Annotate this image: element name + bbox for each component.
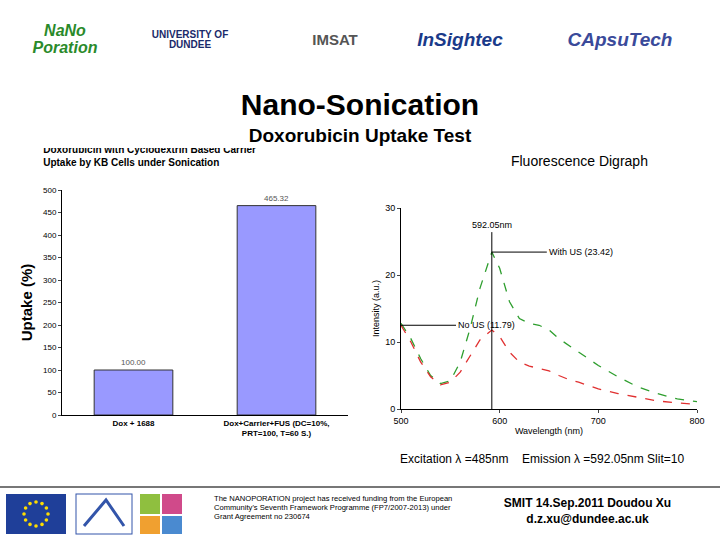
svg-text:Intensity (a.u.): Intensity (a.u.)	[371, 280, 381, 337]
svg-text:30: 30	[385, 203, 395, 213]
svg-text:350: 350	[43, 253, 57, 262]
html-text:NaNo Poration: NaNo Poration	[32, 22, 98, 56]
svg-text:10: 10	[385, 337, 395, 347]
html-text:The NANOPORATION project has r: The NANOPORATION project has received fu…	[214, 494, 453, 522]
svg-text:Uptake (%): Uptake (%)	[18, 264, 35, 342]
html-text:Emission λ =592.05nm Slit=10: Emission λ =592.05nm Slit=10	[522, 452, 685, 466]
svg-text:Dox+Carrier+FUS (DC=10%,PRT=10: Dox+Carrier+FUS (DC=10%,PRT=100, T=60 S.…	[223, 419, 329, 438]
svg-text:600: 600	[492, 416, 507, 426]
html-text:CApsuTech: CApsuTech	[567, 29, 673, 50]
svg-text:No US (11.79): No US (11.79)	[458, 320, 515, 330]
svg-text:20: 20	[385, 270, 395, 280]
svg-text:0: 0	[52, 411, 57, 420]
svg-text:465.32: 465.32	[264, 194, 289, 203]
html-text:Excitation λ =485nm: Excitation λ =485nm	[400, 452, 509, 466]
html-text:d.z.xu@dundee.ac.uk: d.z.xu@dundee.ac.uk	[526, 511, 649, 526]
html-text:UNIVERSITY OF DUNDEE: UNIVERSITY OF DUNDEE	[151, 28, 229, 50]
svg-text:150: 150	[43, 343, 57, 352]
svg-text:Doxorubicin with Cyclodextrin: Doxorubicin with Cyclodextrin Based Carr…	[43, 148, 256, 168]
svg-text:500: 500	[43, 186, 57, 195]
svg-text:700: 700	[591, 416, 606, 426]
svg-text:Wavelength (nm): Wavelength (nm)	[515, 426, 583, 436]
svg-text:0: 0	[390, 404, 395, 414]
svg-text:100: 100	[43, 366, 57, 375]
svg-text:500: 500	[393, 416, 408, 426]
html-text:Nano-Sonication: Nano-Sonication	[240, 88, 480, 121]
svg-text:Fluorescence Digraph: Fluorescence Digraph	[511, 153, 648, 169]
svg-text:300: 300	[43, 276, 57, 285]
svg-text:450: 450	[43, 208, 57, 217]
svg-text:592.05nm: 592.05nm	[472, 220, 512, 230]
svg-text:800: 800	[689, 416, 704, 426]
html-text:IMSAT: IMSAT	[312, 31, 358, 49]
svg-text:100.00: 100.00	[121, 358, 146, 367]
svg-text:Dox + 1688: Dox + 1688	[112, 419, 155, 428]
svg-text:50: 50	[47, 388, 56, 397]
svg-text:400: 400	[43, 231, 57, 240]
svg-text:With US (23.42): With US (23.42)	[549, 247, 613, 257]
svg-text:200: 200	[43, 321, 57, 330]
html-text:InSightec: InSightec	[417, 29, 503, 50]
html-text:Doxorubicin Uptake Test: Doxorubicin Uptake Test	[248, 125, 472, 146]
svg-text:250: 250	[43, 298, 57, 307]
html-text:SMIT 14.Sep.2011 Doudou Xu: SMIT 14.Sep.2011 Doudou Xu	[503, 496, 672, 510]
